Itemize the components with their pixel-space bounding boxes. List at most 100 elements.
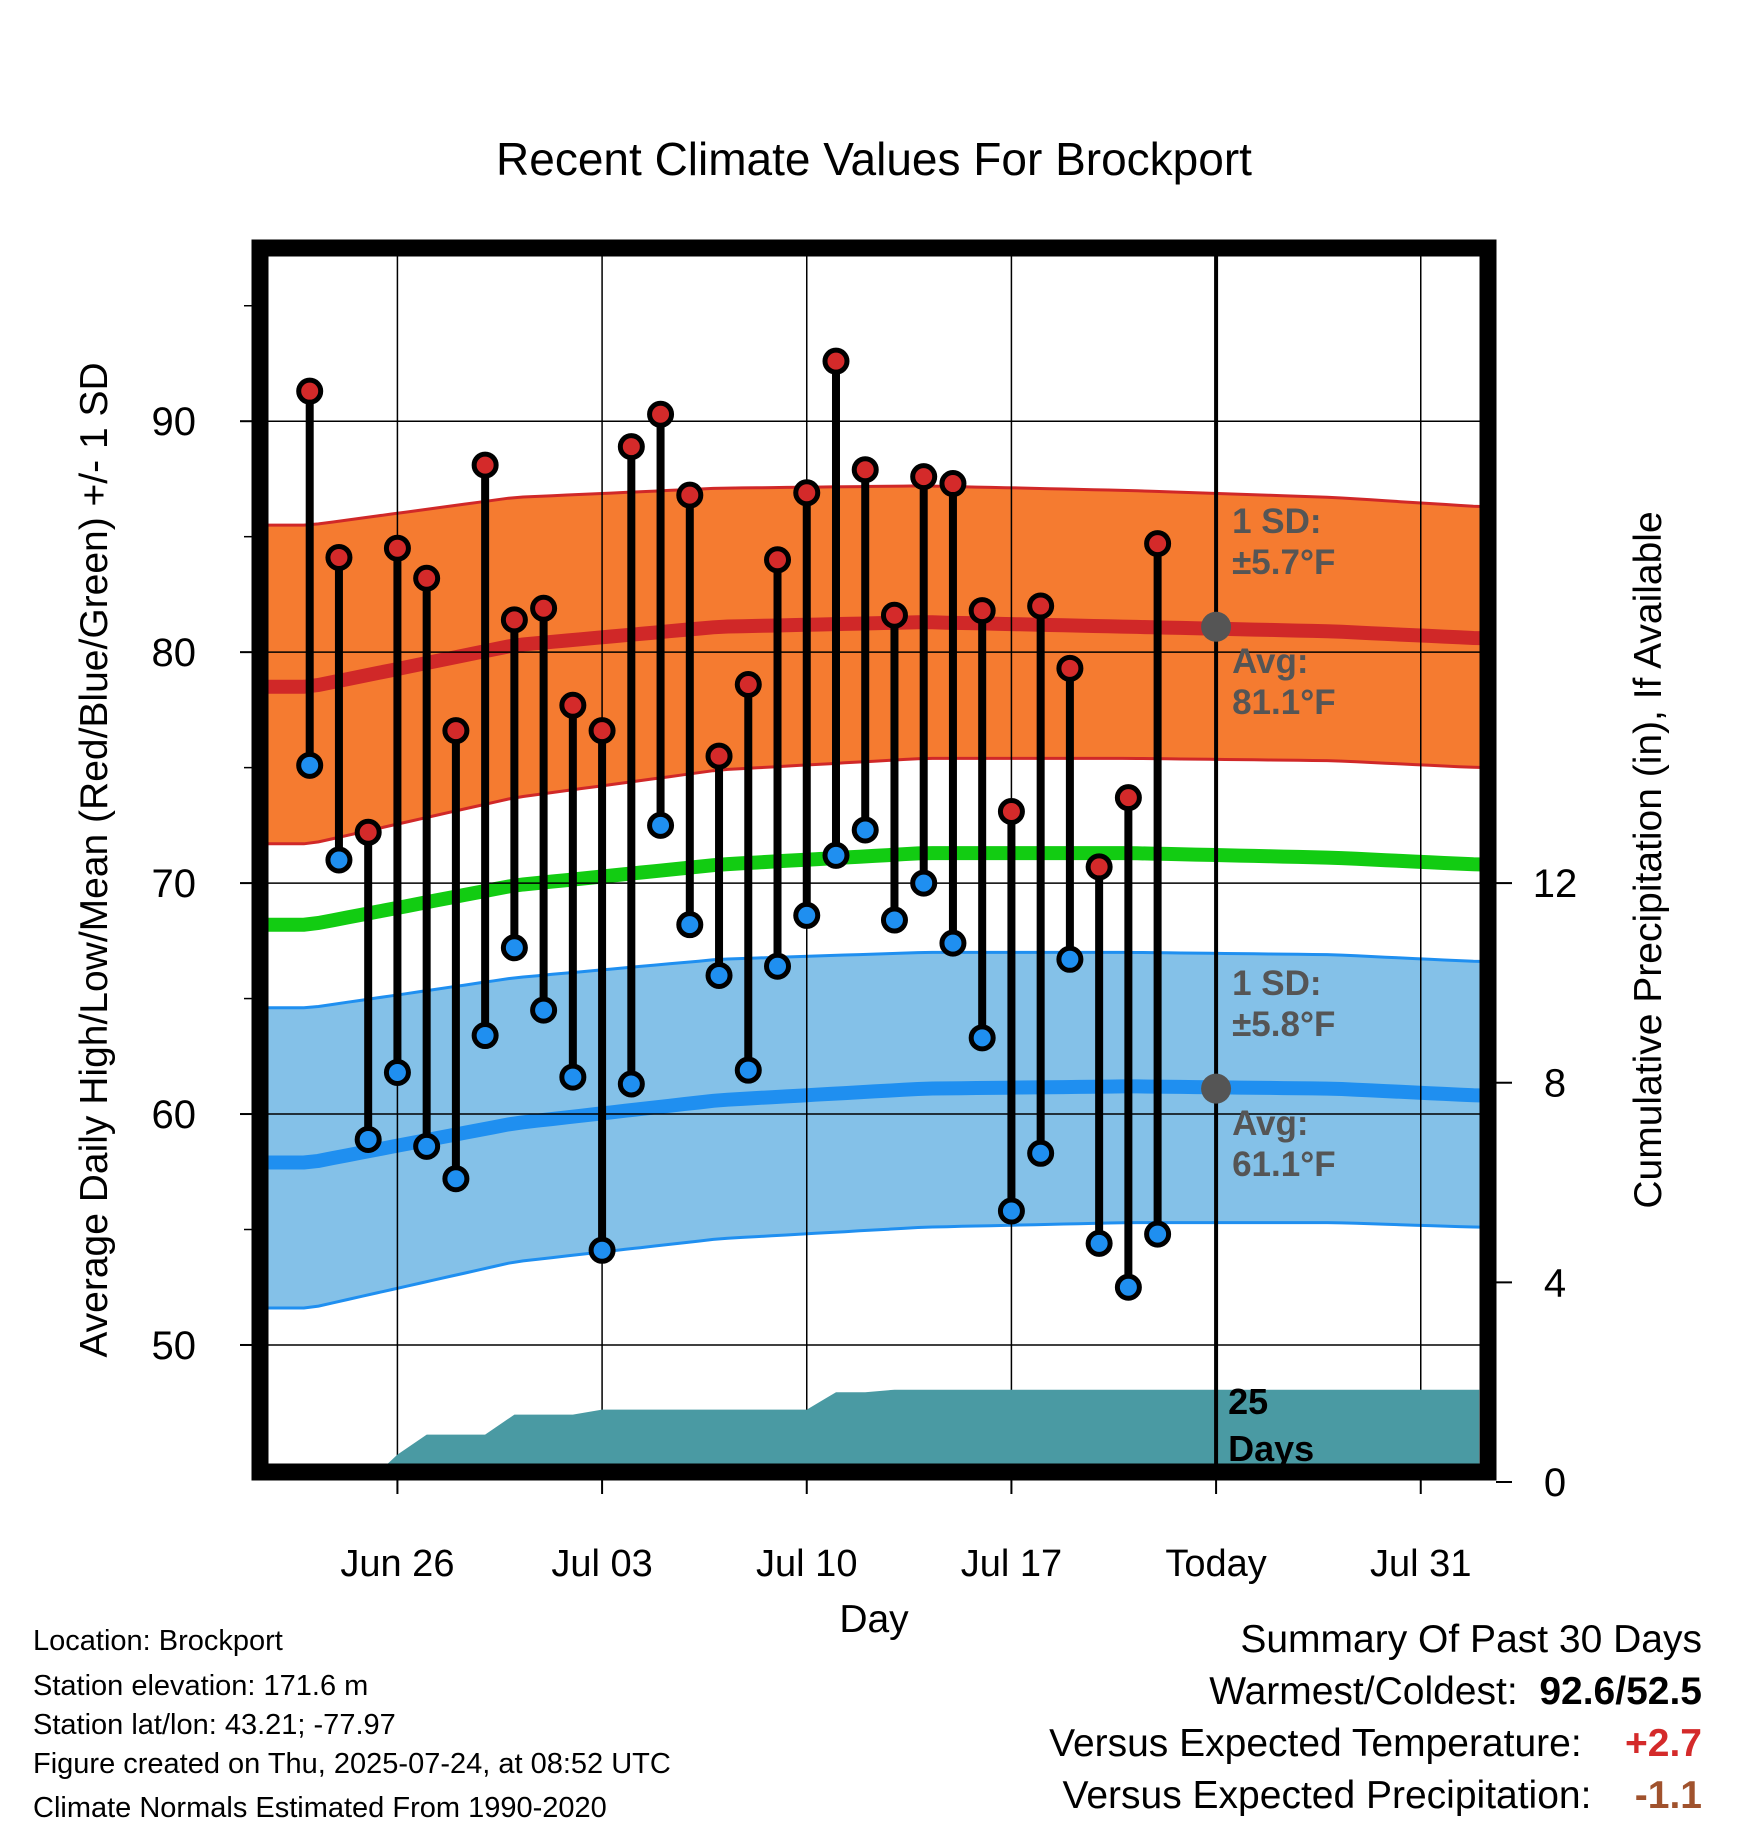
high-point bbox=[880, 601, 908, 629]
low-sd-label: 1 SD: bbox=[1232, 964, 1321, 1003]
y-tick-label: 50 bbox=[152, 1324, 197, 1368]
high-point bbox=[997, 798, 1025, 826]
summary-temp: Versus Expected Temperature: +2.7 bbox=[1049, 1722, 1702, 1766]
high-avg-marker bbox=[1201, 611, 1232, 642]
low-point bbox=[559, 1063, 587, 1091]
low-point bbox=[530, 996, 558, 1024]
high-point bbox=[1056, 654, 1084, 682]
location-text: Location: Brockport bbox=[33, 1625, 283, 1657]
y-tick-label: 60 bbox=[152, 1093, 197, 1137]
low-point bbox=[325, 846, 353, 874]
temp-value: +2.7 bbox=[1625, 1722, 1702, 1765]
y-axis-right-label: Cumulative Precipitation (in), If Availa… bbox=[1627, 511, 1670, 1208]
plot-frame bbox=[251, 239, 1497, 1481]
high-point bbox=[1114, 784, 1142, 812]
y-right-tick-label: 0 bbox=[1544, 1461, 1566, 1505]
normal-bands bbox=[260, 484, 1488, 1310]
low-point bbox=[676, 911, 704, 939]
low-point bbox=[1056, 945, 1084, 973]
low-point bbox=[442, 1165, 470, 1193]
high-point bbox=[413, 564, 441, 592]
low-point bbox=[500, 934, 528, 962]
summary-warmest: Warmest/Coldest: 92.6/52.5 bbox=[1209, 1670, 1702, 1714]
low-point bbox=[822, 841, 850, 869]
high-average-line bbox=[260, 615, 1488, 694]
high-point bbox=[1085, 853, 1113, 881]
high-sd-value: ±5.7°F bbox=[1232, 543, 1335, 582]
high-point bbox=[764, 546, 792, 574]
high-avg-value: 81.1°F bbox=[1232, 683, 1336, 722]
high-point bbox=[705, 742, 733, 770]
precipitation-area bbox=[378, 1389, 1480, 1472]
high-sd-band bbox=[260, 485, 1488, 844]
low-lower-edge bbox=[260, 1221, 1488, 1310]
high-point bbox=[442, 717, 470, 745]
y-right-tick-label: 8 bbox=[1544, 1062, 1566, 1106]
high-point bbox=[471, 451, 499, 479]
summary-precip: Versus Expected Precipitation: -1.1 bbox=[1062, 1774, 1702, 1818]
low-point bbox=[647, 811, 675, 839]
x-axis-label: Day bbox=[839, 1598, 909, 1641]
plot-clip-group bbox=[260, 248, 1488, 1472]
high-point bbox=[1027, 592, 1055, 620]
y-tick-label: 90 bbox=[152, 400, 197, 444]
high-point bbox=[325, 543, 353, 571]
y-right-tick-label: 12 bbox=[1533, 862, 1578, 906]
high-sd-label: 1 SD: bbox=[1232, 502, 1321, 541]
y-axis-label: Average Daily High/Low/Mean (Red/Blue/Gr… bbox=[73, 362, 116, 1357]
low-point bbox=[383, 1058, 411, 1086]
high-upper-edge bbox=[260, 484, 1488, 527]
high-point bbox=[822, 347, 850, 375]
low-point bbox=[851, 816, 879, 844]
low-point bbox=[617, 1070, 645, 1098]
precip-label: Versus Expected Precipitation: bbox=[1062, 1774, 1592, 1817]
low-avg-value: 61.1°F bbox=[1232, 1145, 1336, 1184]
low-point bbox=[968, 1024, 996, 1052]
high-point bbox=[793, 479, 821, 507]
chart-title: Recent Climate Values For Brockport bbox=[496, 133, 1252, 185]
high-point bbox=[354, 818, 382, 846]
axes: 50 60 70 80 90 0 4 8 12 Jun 26 Jul 03 Jul 10 Jul 17 T… bbox=[152, 304, 1578, 1585]
summary-title: Summary Of Past 30 Days bbox=[1240, 1618, 1702, 1661]
y-right-tick-label: 4 bbox=[1544, 1261, 1566, 1305]
precip-area bbox=[378, 1389, 1480, 1472]
y-tick-label: 70 bbox=[152, 862, 197, 906]
warmest-value: 92.6/52.5 bbox=[1539, 1670, 1702, 1713]
high-point bbox=[1144, 530, 1172, 558]
low-point bbox=[880, 906, 908, 934]
high-point bbox=[647, 400, 675, 428]
days-count: 25 bbox=[1228, 1381, 1268, 1422]
days-label: Days bbox=[1228, 1428, 1314, 1469]
latlon-text: Station lat/lon: 43.21; -77.97 bbox=[33, 1709, 396, 1741]
low-avg-marker bbox=[1201, 1073, 1232, 1104]
high-point bbox=[617, 433, 645, 461]
x-tick-label: Jun 26 bbox=[340, 1543, 454, 1585]
daily-stems bbox=[296, 347, 1172, 1301]
y-tick-label: 80 bbox=[152, 631, 197, 675]
high-point bbox=[968, 597, 996, 625]
high-point bbox=[939, 470, 967, 498]
high-point bbox=[588, 717, 616, 745]
high-point bbox=[851, 456, 879, 484]
precip-value: -1.1 bbox=[1634, 1774, 1702, 1817]
low-point bbox=[1114, 1273, 1142, 1301]
high-lower-edge bbox=[260, 756, 1488, 846]
x-tick-label: Jul 31 bbox=[1370, 1543, 1471, 1585]
mean-average-line bbox=[260, 846, 1488, 932]
high-point bbox=[500, 606, 528, 634]
x-tick-label: Today bbox=[1165, 1543, 1266, 1585]
low-upper-edge bbox=[260, 950, 1488, 1010]
low-point bbox=[734, 1056, 762, 1084]
high-point bbox=[383, 534, 411, 562]
high-point bbox=[559, 691, 587, 719]
low-point bbox=[354, 1125, 382, 1153]
normals-text: Climate Normals Estimated From 1990-2020 bbox=[33, 1792, 607, 1824]
x-tick-label: Jul 03 bbox=[551, 1543, 652, 1585]
high-point bbox=[296, 377, 324, 405]
x-tick-label: Jul 17 bbox=[961, 1543, 1062, 1585]
temp-label: Versus Expected Temperature: bbox=[1049, 1722, 1582, 1765]
high-point bbox=[676, 481, 704, 509]
high-point bbox=[530, 594, 558, 622]
